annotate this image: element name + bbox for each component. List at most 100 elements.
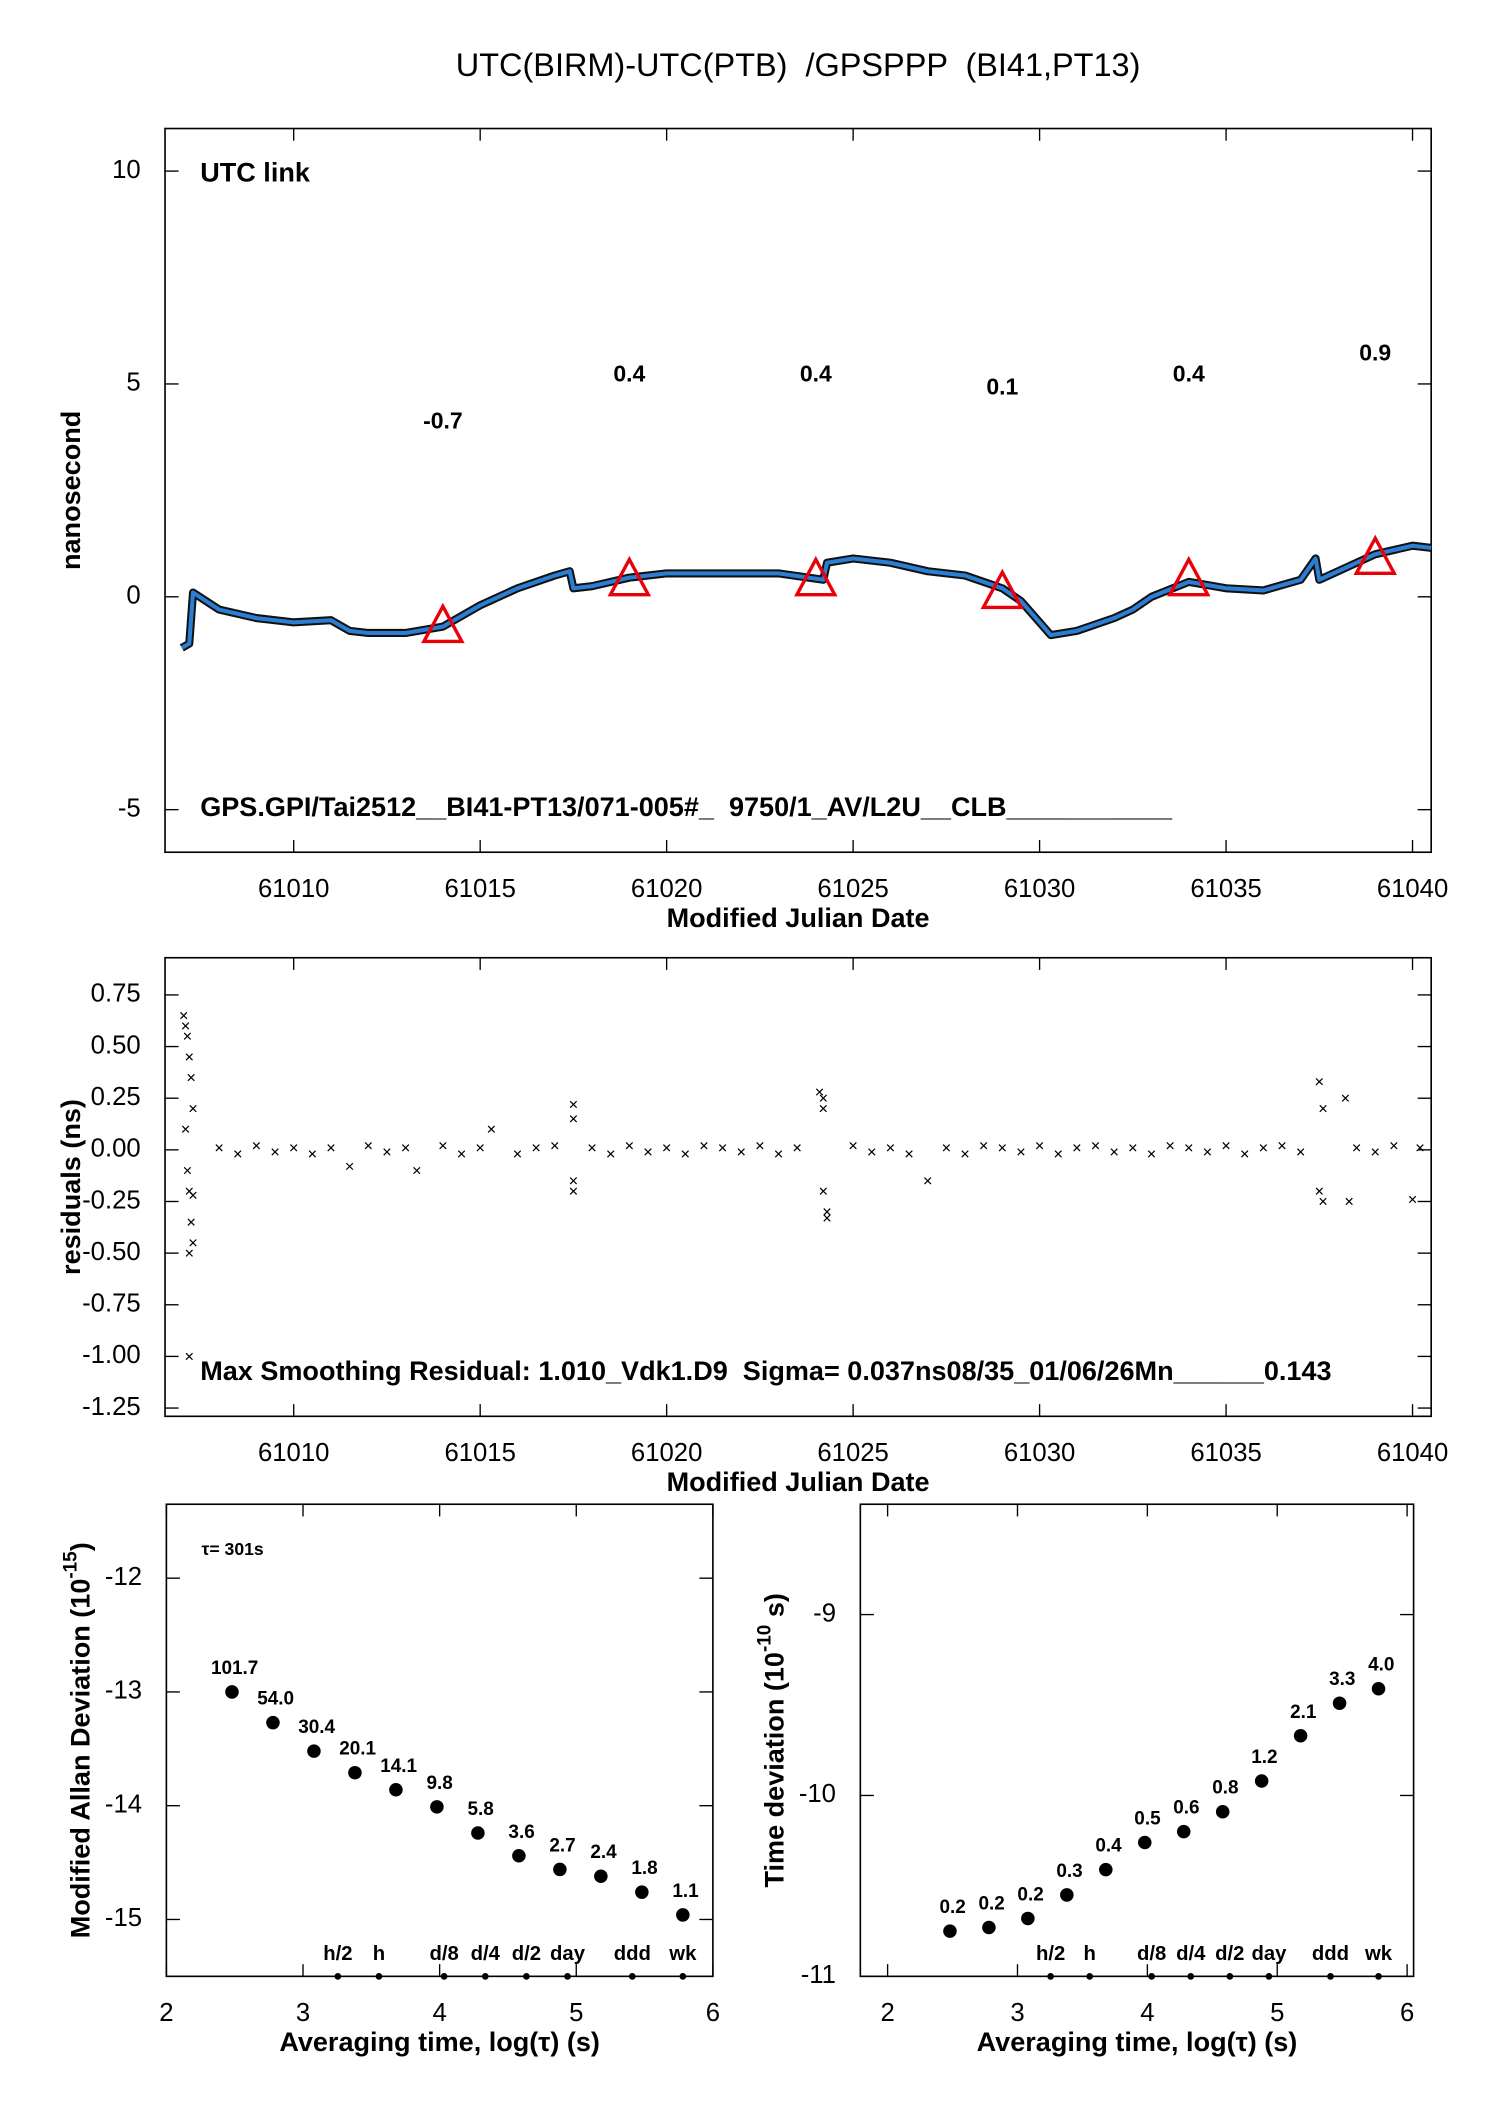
point-label: 0.2 xyxy=(978,1894,1004,1915)
value-label: 0.9 xyxy=(1359,339,1391,365)
time-marker-label: d/2 xyxy=(1215,1943,1244,1965)
residual-point xyxy=(271,1148,279,1156)
residual-point xyxy=(819,1094,827,1102)
residual-point xyxy=(886,1144,895,1152)
deviation-point xyxy=(1137,1835,1152,1850)
point-label: 2.4 xyxy=(590,1842,617,1863)
time-marker xyxy=(1148,1972,1156,1980)
time-marker-label: day xyxy=(1251,1943,1287,1965)
residual-point xyxy=(1017,1148,1025,1156)
residual-point xyxy=(718,1144,727,1152)
time-marker xyxy=(1047,1972,1054,1980)
x-tick-label: 3 xyxy=(1010,1999,1024,2027)
residual-point xyxy=(1073,1144,1081,1152)
deviation-point xyxy=(1099,1862,1113,1877)
residual-point xyxy=(1166,1142,1174,1150)
annotation-footer: GPS.GPI/Tai2512__BI41-PT13/071-005#_ 975… xyxy=(200,792,1173,822)
residual-point xyxy=(183,1166,192,1175)
x-tick-label: 5 xyxy=(1270,1999,1284,2027)
residual-point xyxy=(868,1148,876,1156)
residual-point xyxy=(681,1150,689,1158)
deviation-point xyxy=(943,1924,957,1938)
point-label: 30.4 xyxy=(298,1717,335,1738)
point-label: 2.7 xyxy=(549,1835,575,1856)
y-axis-label: Time deviation (10-10 s) xyxy=(755,1593,790,1887)
y-tick-label: -5 xyxy=(118,794,141,822)
residual-point xyxy=(1147,1150,1156,1158)
y-tick-label: -0.75 xyxy=(82,1290,141,1318)
y-axis-label-text: residuals (ns) xyxy=(56,1099,86,1275)
residual-point xyxy=(1371,1148,1379,1156)
time-marker xyxy=(481,1972,489,1980)
residual-point xyxy=(1110,1148,1118,1156)
y-axis-label: Modified Allan Deviation (10-15) xyxy=(61,1542,96,1938)
time-marker-label: d/2 xyxy=(512,1943,541,1965)
time-marker xyxy=(564,1972,571,1980)
time-marker-label: wk xyxy=(1364,1943,1393,1965)
point-label: 14.1 xyxy=(380,1756,417,1777)
residual-point xyxy=(189,1104,197,1113)
x-tick-label: 61040 xyxy=(1377,875,1448,903)
deviation-point xyxy=(1332,1696,1347,1710)
annotation-note: τ= 301s xyxy=(202,1539,264,1559)
residual-point xyxy=(327,1144,335,1152)
residual-point xyxy=(644,1148,652,1156)
time-marker xyxy=(523,1972,530,1980)
y-tick-label: -1.00 xyxy=(82,1341,141,1369)
x-tick-label: 61015 xyxy=(444,1439,515,1467)
deviation-point xyxy=(1293,1729,1308,1743)
residual-point xyxy=(737,1148,745,1156)
time-marker-label: ddd xyxy=(614,1943,651,1965)
residual-point xyxy=(1315,1187,1323,1195)
deviation-point xyxy=(1176,1824,1191,1839)
x-tick-label: 2 xyxy=(159,1999,173,2027)
residual-point xyxy=(905,1150,913,1158)
y-axis-label-exponent: -15 xyxy=(61,1551,82,1578)
residual-point xyxy=(1315,1078,1323,1086)
y-tick-label: -9 xyxy=(813,1599,836,1627)
point-label: 0.4 xyxy=(1095,1836,1122,1857)
value-label: 0.4 xyxy=(1173,361,1205,387)
residual-point xyxy=(476,1144,484,1152)
x-axis-label: Modified Julian Date xyxy=(667,903,930,933)
residual-point xyxy=(1054,1150,1062,1158)
data-line xyxy=(180,543,1432,650)
y-tick-label: -11 xyxy=(801,1961,836,1989)
deviation-point xyxy=(1060,1888,1074,1902)
time-marker xyxy=(440,1972,448,1980)
point-label: 3.3 xyxy=(1329,1669,1355,1690)
x-tick-label: 61020 xyxy=(631,1439,702,1467)
residual-point xyxy=(413,1166,421,1175)
residual-point xyxy=(819,1104,827,1113)
residual-point xyxy=(457,1150,466,1158)
deviation-point xyxy=(266,1715,280,1730)
residual-point xyxy=(290,1144,298,1152)
time-marker-label: h xyxy=(373,1943,385,1965)
plot-frame xyxy=(164,956,1432,1418)
residual-point xyxy=(181,1125,190,1133)
residual-point xyxy=(1241,1150,1249,1158)
x-tick-label: 61025 xyxy=(817,1439,888,1467)
point-label: 4.0 xyxy=(1368,1655,1394,1676)
residual-point xyxy=(1203,1148,1212,1156)
point-label: 0.2 xyxy=(939,1897,965,1918)
x-tick-label: 61015 xyxy=(444,875,515,903)
x-tick-label: 2 xyxy=(880,1999,894,2027)
time-marker-label: d/8 xyxy=(1137,1943,1166,1965)
time-marker xyxy=(679,1972,687,1980)
y-axis-label-text: Modified Allan Deviation (10 xyxy=(66,1579,96,1939)
residual-point xyxy=(1319,1104,1327,1113)
residual-point xyxy=(961,1150,969,1158)
residual-point xyxy=(183,1032,192,1040)
time-marker-label: d/4 xyxy=(1176,1943,1206,1965)
residual-point xyxy=(569,1187,578,1195)
y-tick-label: 0.00 xyxy=(91,1135,141,1163)
residual-point xyxy=(383,1148,391,1156)
residual-point xyxy=(625,1142,634,1150)
residual-point xyxy=(1222,1142,1230,1150)
y-tick-label: 0.50 xyxy=(91,1031,141,1059)
residual-point xyxy=(849,1142,857,1150)
residual-point xyxy=(942,1144,951,1152)
x-tick-label: 5 xyxy=(569,1999,583,2027)
